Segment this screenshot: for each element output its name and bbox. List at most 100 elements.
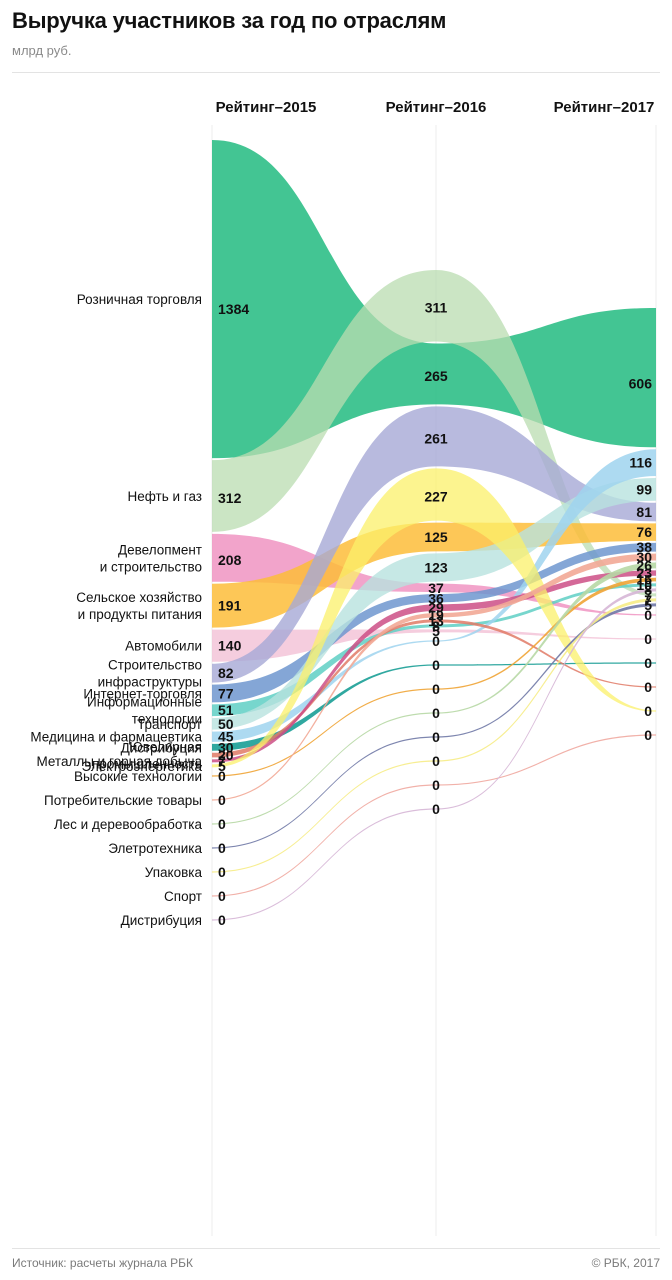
value-selskoe-hozyaystvo-i-produkty-pitaniya-3-col3: 76 bbox=[636, 524, 652, 540]
value-vysokie-tehnologii-14-col3: 16 bbox=[636, 572, 652, 588]
value-distribuciya-20-col2: 0 bbox=[432, 801, 440, 817]
category-label-upakovka-18: Упаковка bbox=[145, 865, 203, 880]
value-stroitelstvo-infrastruktury-5-col2: 261 bbox=[424, 430, 448, 446]
chart-title: Выручка участников за год по отраслям bbox=[12, 8, 447, 33]
band-neft-i-gaz-1 bbox=[212, 270, 656, 597]
category-label-medicina-i-farmacevtika-9: Медицина и фармацевтика bbox=[30, 730, 202, 745]
category-label-eletrotehnika-17: Элетротехника bbox=[108, 841, 202, 856]
category-label-transport-8: Транспорт bbox=[137, 717, 202, 732]
value-vysokie-tehnologii-14-col2: 0 bbox=[432, 681, 440, 697]
top-divider bbox=[12, 72, 660, 73]
value-eletrotehnika-17-col3: 5 bbox=[644, 597, 652, 613]
value-yuvelirnaya-promyshlennost-11-col2: 13 bbox=[428, 613, 444, 629]
value-roznichnaya-torgovlya-0-col2: 265 bbox=[424, 368, 448, 384]
value-medicina-i-farmacevtika-9-col2: 0 bbox=[432, 633, 440, 649]
bottom-divider bbox=[12, 1248, 660, 1249]
value-potrebitelskie-tovary-15-col2: 19 bbox=[428, 607, 444, 623]
category-label-elektroenergetika-13: Электроэнергетика bbox=[82, 759, 203, 774]
value-upakovka-18-col3: 7 bbox=[644, 592, 652, 608]
value-vysokie-tehnologii-14-col1: 0 bbox=[218, 768, 226, 784]
value-distribuciya-10-col3: 0 bbox=[644, 655, 652, 671]
value-upakovka-18-col1: 0 bbox=[218, 864, 226, 880]
category-label-distribuciya-10: Дистрибуция bbox=[121, 740, 202, 755]
category-label-internet-torgovlya-6: Интернет-торговля bbox=[83, 686, 202, 701]
value-distribuciya-10-col2: 0 bbox=[432, 657, 440, 673]
chart-subtitle: млрд руб. bbox=[12, 43, 72, 58]
value-development-i-stroitelstvo-2-col1: 208 bbox=[218, 552, 242, 568]
bump-chart: Рейтинг–2015 Рейтинг–2016 Рейтинг–20171384… bbox=[30, 99, 657, 1236]
source-note: Источник: расчеты журнала РБК bbox=[12, 1256, 193, 1270]
value-roznichnaya-torgovlya-0-col3: 606 bbox=[629, 376, 653, 392]
value-distribuciya-20-col1: 0 bbox=[218, 912, 226, 928]
value-eletrotehnika-17-col2: 0 bbox=[432, 729, 440, 745]
category-label-sport-19: Спорт bbox=[164, 889, 202, 904]
value-yuvelirnaya-promyshlennost-11-col3: 0 bbox=[644, 679, 652, 695]
column-header-1: Рейтинг–2015 bbox=[216, 99, 317, 116]
value-transport-8-col2: 123 bbox=[424, 559, 448, 575]
value-sport-19-col2: 0 bbox=[432, 777, 440, 793]
band-internet-torgovlya-6 bbox=[212, 542, 656, 703]
value-informacionnye-tehnologii-7-col3: 10 bbox=[636, 577, 652, 593]
value-medicina-i-farmacevtika-9-col1: 45 bbox=[218, 729, 234, 745]
value-internet-torgovlya-6-col3: 38 bbox=[636, 539, 652, 555]
category-label-distribuciya-20: Дистрибуция bbox=[121, 913, 202, 928]
value-elektroenergetika-13-col3: 0 bbox=[644, 703, 652, 719]
value-sport-19-col1: 0 bbox=[218, 888, 226, 904]
bands bbox=[212, 140, 656, 921]
column-header-3: Рейтинг–2017 bbox=[554, 99, 655, 116]
value-upakovka-18-col2: 0 bbox=[432, 753, 440, 769]
value-potrebitelskie-tovary-15-col3: 30 bbox=[636, 549, 652, 565]
copyright: © РБК, 2017 bbox=[591, 1256, 660, 1270]
band-informacionnye-tehnologii-7 bbox=[212, 583, 656, 717]
value-distribuciya-20-col3: 8 bbox=[644, 582, 652, 598]
value-roznichnaya-torgovlya-0-col1: 1384 bbox=[218, 301, 249, 317]
value-metally-i-gornaya-dobycha-12-col1: 7 bbox=[218, 753, 226, 769]
category-label-neft-i-gaz-1: Нефть и газ bbox=[127, 489, 202, 504]
band-transport-8 bbox=[212, 477, 656, 730]
value-elektroenergetika-13-col2: 227 bbox=[424, 489, 448, 505]
value-neft-i-gaz-1-col1: 312 bbox=[218, 490, 242, 506]
value-internet-torgovlya-6-col2: 36 bbox=[428, 590, 444, 606]
category-label-avtomobili-4: Автомобили bbox=[125, 639, 202, 654]
value-avtomobili-4-col3: 0 bbox=[644, 631, 652, 647]
band-medicina-i-farmacevtika-9 bbox=[212, 449, 656, 742]
value-informacionnye-tehnologii-7-col2: 8 bbox=[432, 618, 440, 634]
value-stroitelstvo-infrastruktury-5-col1: 82 bbox=[218, 665, 234, 681]
value-transport-8-col1: 50 bbox=[218, 716, 234, 732]
value-medicina-i-farmacevtika-9-col3: 116 bbox=[629, 455, 652, 471]
value-sport-19-col3: 0 bbox=[644, 727, 652, 743]
value-eletrotehnika-17-col1: 0 bbox=[218, 840, 226, 856]
value-informacionnye-tehnologii-7-col1: 51 bbox=[218, 702, 234, 718]
category-label-roznichnaya-torgovlya-0: Розничная торговля bbox=[77, 292, 202, 307]
category-label-informacionnye-tehnologii-7: Информационные технологии bbox=[87, 695, 202, 727]
category-label-selskoe-hozyaystvo-i-produkty-pitaniya-3: Сельское хозяйство и продукты питания bbox=[76, 590, 202, 622]
value-les-i-derevoobrabotka-16-col3: 26 bbox=[636, 557, 652, 573]
value-avtomobili-4-col1: 140 bbox=[218, 638, 242, 654]
category-label-development-i-stroitelstvo-2: Девелопмент и строительство bbox=[100, 542, 202, 574]
category-label-yuvelirnaya-promyshlennost-11: Ювелирная промышленность bbox=[92, 740, 202, 772]
value-yuvelirnaya-promyshlennost-11-col1: 20 bbox=[218, 747, 234, 763]
band-selskoe-hozyaystvo-i-produkty-pitaniya-3 bbox=[212, 522, 656, 628]
band-stroitelstvo-infrastruktury-5 bbox=[212, 406, 656, 683]
value-metally-i-gornaya-dobycha-12-col2: 29 bbox=[428, 600, 444, 616]
band-metally-i-gornaya-dobycha-12 bbox=[212, 570, 656, 763]
value-metally-i-gornaya-dobycha-12-col3: 23 bbox=[636, 565, 652, 581]
value-selskoe-hozyaystvo-i-produkty-pitaniya-3-col1: 191 bbox=[218, 598, 242, 614]
category-label-metally-i-gornaya-dobycha-12: Металлы и горная добыча bbox=[36, 754, 202, 769]
value-neft-i-gaz-1-col2: 311 bbox=[425, 300, 448, 316]
category-labels: Розничная торговля Нефть и газ Девелопмент… bbox=[30, 292, 202, 928]
value-avtomobili-4-col2: 5 bbox=[432, 623, 440, 639]
value-selskoe-hozyaystvo-i-produkty-pitaniya-3-col2: 125 bbox=[424, 529, 448, 545]
value-les-i-derevoobrabotka-16-col1: 0 bbox=[218, 816, 226, 832]
category-label-vysokie-tehnologii-14: Высокие технологии bbox=[74, 769, 202, 784]
value-potrebitelskie-tovary-15-col1: 0 bbox=[218, 792, 226, 808]
value-neft-i-gaz-1-col3: 7 bbox=[644, 587, 652, 603]
value-distribuciya-10-col1: 30 bbox=[218, 739, 234, 755]
value-development-i-stroitelstvo-2-col2: 37 bbox=[428, 580, 444, 596]
category-label-stroitelstvo-infrastruktury-5: Строительство инфраструктуры bbox=[98, 658, 202, 690]
value-development-i-stroitelstvo-2-col3: 0 bbox=[644, 607, 652, 623]
band-yuvelirnaya-promyshlennost-11 bbox=[212, 619, 656, 758]
band-distribuciya-10 bbox=[212, 662, 656, 751]
category-label-potrebitelskie-tovary-15: Потребительские товары bbox=[44, 793, 202, 808]
